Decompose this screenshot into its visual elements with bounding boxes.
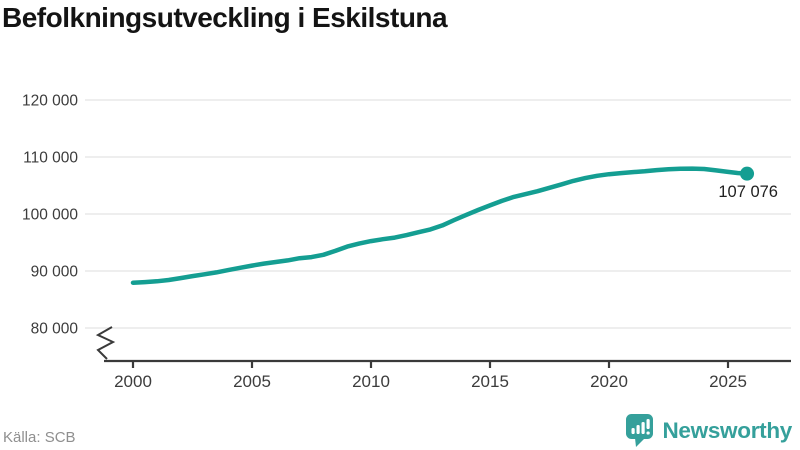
newsworthy-logo: Newsworthy (625, 413, 792, 448)
end-point-value-label: 107 076 (718, 183, 778, 201)
x-tick-label: 2000 (114, 372, 152, 391)
data-series: 107 076 (130, 166, 778, 285)
axis-break-zigzag-icon (95, 326, 116, 360)
y-tick-label: 80 000 (31, 321, 79, 338)
x-tick-label: 2010 (352, 372, 390, 391)
x-tick-label: 2020 (590, 372, 628, 391)
y-tick-label: 120 000 (22, 93, 78, 110)
end-point-dot (740, 166, 755, 181)
source-caption: Källa: SCB (3, 429, 76, 446)
newsworthy-logo-text: Newsworthy (662, 417, 792, 443)
x-tick-label: 2025 (709, 372, 747, 391)
page-title: Befolkningsutveckling i Eskilstuna (2, 2, 448, 33)
y-tick-label: 110 000 (23, 150, 78, 167)
newsworthy-logo-icon (626, 414, 654, 447)
x-tick-label: 2015 (471, 372, 509, 391)
y-axis-labels: 120 000 110 000 100 000 90 000 80 000 (22, 93, 78, 338)
gridlines (85, 99, 791, 329)
y-tick-label: 90 000 (31, 264, 79, 281)
y-tick-label: 100 000 (22, 207, 78, 224)
x-axis-ticks: 2000 2005 2010 2015 2020 2025 (114, 361, 747, 391)
x-tick-label: 2005 (233, 372, 271, 391)
population-line (130, 166, 750, 285)
